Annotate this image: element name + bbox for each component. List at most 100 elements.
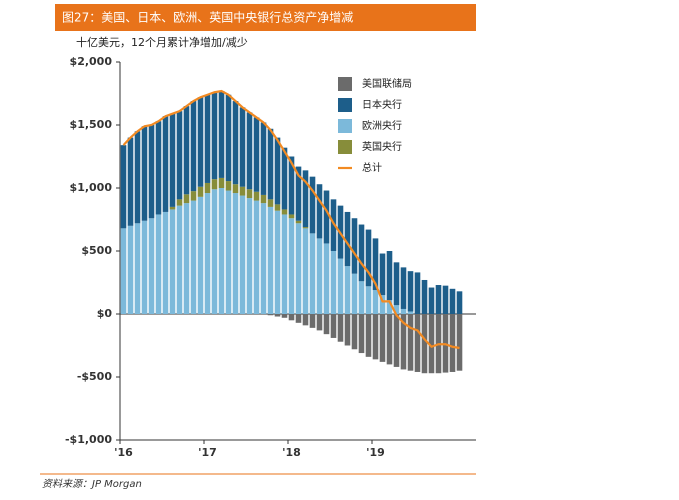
legend-label: 日本央行 [362, 98, 402, 111]
bar [435, 285, 442, 314]
legend-label: 英国央行 [362, 140, 402, 153]
bar [379, 295, 386, 314]
bar [407, 271, 414, 312]
bar [428, 314, 435, 374]
bar [386, 314, 393, 365]
bar [281, 314, 288, 318]
bar [365, 229, 372, 287]
bar [316, 184, 323, 239]
bar [155, 121, 162, 215]
bar [449, 288, 456, 314]
legend-swatch [338, 77, 352, 91]
bar [323, 314, 330, 335]
bar [197, 186, 204, 197]
bar [204, 182, 211, 194]
bar [288, 218, 295, 314]
bar [302, 227, 309, 229]
bar [442, 285, 449, 314]
bar [190, 191, 197, 201]
bar [183, 194, 190, 204]
total-line [122, 89, 460, 350]
bar [407, 311, 414, 314]
y-tick-label: $0 [97, 307, 113, 320]
x-tick-label: '17 [198, 446, 217, 459]
bar [211, 179, 218, 190]
y-tick-label: $1,500 [70, 118, 113, 131]
bar [246, 112, 253, 190]
bar [267, 128, 274, 200]
bar [260, 203, 267, 314]
chart-title: 图27：美国、日本、欧洲、英国中央银行总资产净增减 [62, 10, 353, 25]
bar [120, 228, 127, 314]
bar [302, 314, 309, 326]
y-tick-label: -$500 [77, 370, 113, 383]
bar [218, 188, 225, 314]
legend-label: 总计 [362, 161, 382, 174]
bar [134, 131, 141, 224]
bar [379, 314, 386, 362]
bar [253, 117, 260, 192]
bar [295, 220, 302, 224]
bar [239, 195, 246, 314]
bar [337, 314, 344, 342]
bar [358, 314, 365, 354]
bar [358, 281, 365, 314]
bar [281, 209, 288, 215]
bar [449, 314, 456, 372]
bar [302, 228, 309, 314]
x-tick-label: '19 [366, 446, 385, 459]
bar [358, 224, 365, 282]
bar [162, 211, 169, 314]
bar [386, 251, 393, 301]
bar [323, 243, 330, 314]
bar [421, 314, 428, 374]
bar [134, 223, 141, 314]
bar [176, 199, 183, 206]
y-tick-label: $500 [81, 244, 112, 257]
bar [428, 287, 435, 314]
source: 资料来源：JP Morgan [42, 478, 142, 490]
bar [337, 258, 344, 314]
title-bar [55, 4, 476, 31]
bar [260, 122, 267, 195]
bar [414, 314, 421, 372]
y-tick-label: -$1,000 [65, 433, 112, 446]
bar [281, 147, 288, 210]
legend-swatch [338, 119, 352, 133]
bar [365, 314, 372, 357]
bar [232, 101, 239, 185]
bar [309, 176, 316, 234]
y-tick-label: $2,000 [70, 55, 113, 68]
bar [120, 145, 127, 229]
bar [330, 251, 337, 314]
bar [309, 233, 316, 314]
bar [127, 225, 134, 314]
bar [400, 267, 407, 309]
bar [274, 314, 281, 317]
bar [400, 308, 407, 314]
bar [211, 92, 218, 180]
y-tick-label: $1,000 [70, 181, 113, 194]
bar [372, 238, 379, 291]
bar [225, 190, 232, 314]
bar [190, 101, 197, 192]
bar [267, 199, 274, 207]
bar [218, 90, 225, 178]
bar [169, 209, 176, 314]
bar [274, 204, 281, 211]
bar [421, 279, 428, 314]
legend-swatch [338, 98, 352, 112]
bar [386, 300, 393, 314]
bar [232, 193, 239, 314]
bar [316, 314, 323, 331]
bar [400, 314, 407, 370]
bar [372, 314, 379, 360]
bar [288, 214, 295, 219]
bar [288, 314, 295, 321]
bar [351, 218, 358, 274]
bar [176, 111, 183, 200]
bar [295, 166, 302, 221]
bar [351, 273, 358, 314]
bar [456, 291, 463, 314]
bar [323, 190, 330, 244]
